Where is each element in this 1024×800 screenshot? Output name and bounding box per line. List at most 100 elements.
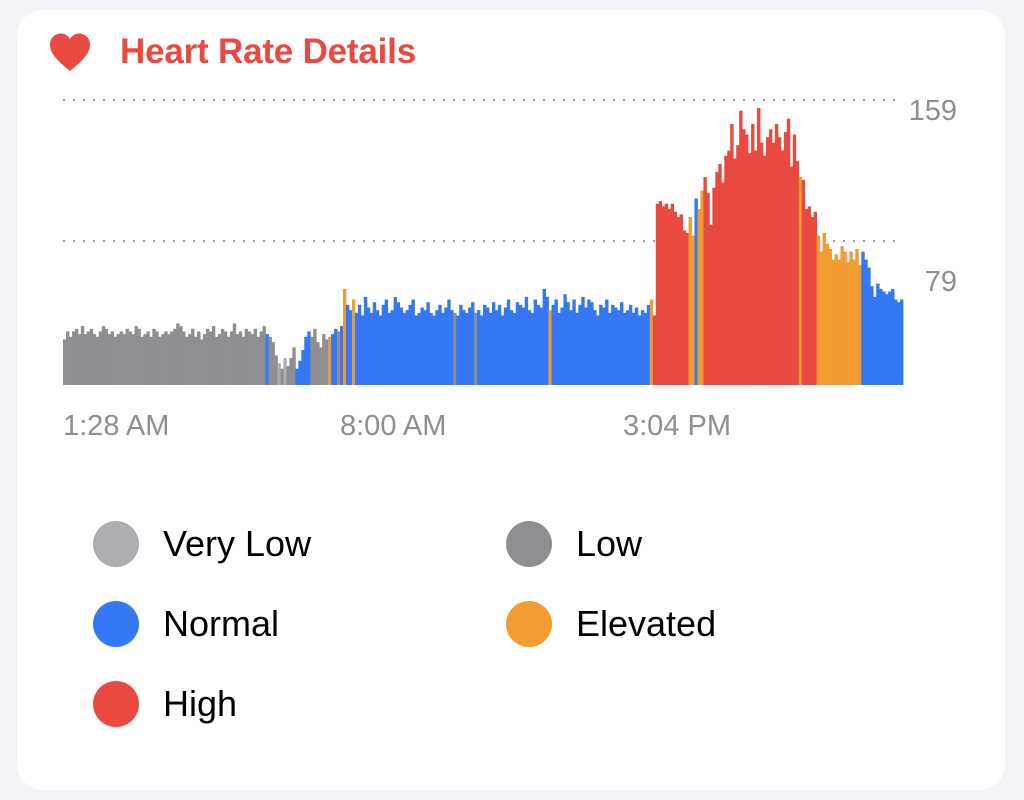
heart-rate-bar [703, 177, 707, 385]
heart-rate-bar [521, 307, 526, 385]
heart-rate-bar [563, 294, 567, 385]
heart-rate-bar [92, 334, 97, 385]
heart-rate-bar [474, 312, 478, 385]
heart-rate-bar [590, 302, 594, 385]
heart-rate-bar [402, 312, 406, 385]
heart-rate-bar [369, 312, 374, 385]
heart-rate-bar [441, 312, 445, 385]
heart-rate-bar [620, 302, 624, 385]
heart-rate-bar [751, 123, 755, 385]
heart-rate-bar [646, 304, 651, 385]
heart-rate-bar [560, 307, 564, 385]
heart-rate-bar [384, 299, 389, 385]
heart-rate-bar [366, 307, 371, 385]
heart-rate-bar [247, 331, 252, 385]
heart-rate-bar [447, 299, 451, 385]
heart-rate-card [17, 10, 1005, 790]
heart-rate-bar [539, 307, 543, 385]
heart-rate-bar [885, 294, 889, 385]
heart-rate-bar [289, 358, 293, 385]
heart-rate-bar [265, 334, 269, 385]
heart-rate-bar [596, 315, 600, 385]
heart-rate-bar [250, 334, 255, 385]
heart-rate-bar [325, 339, 329, 385]
heart-rate-bar [634, 307, 639, 385]
legend-label: Low [576, 523, 643, 564]
heart-rate-bar [217, 334, 222, 385]
x-tick-label: 3:04 PM [623, 410, 731, 442]
heart-rate-bar [822, 233, 826, 385]
heart-rate-bar [444, 307, 448, 385]
heart-rate-bar [760, 142, 764, 385]
legend-label: High [163, 683, 238, 724]
heart-rate-bar [170, 331, 174, 385]
heart-rate-bar [545, 296, 549, 385]
y-axis-labels: 159 79 [909, 95, 957, 298]
heart-rate-bar [459, 304, 463, 385]
legend-item-high: High [93, 680, 237, 728]
heart-rate-bar [846, 262, 850, 385]
heart-rate-bar [584, 307, 588, 385]
heart-rate-bar [816, 235, 820, 385]
heart-rate-bar [223, 331, 228, 385]
heart-rate-bar [268, 336, 272, 385]
heart-rate-bar [813, 211, 818, 385]
legend-swatch [506, 521, 552, 567]
heart-rate-bar [891, 288, 895, 385]
heart-rate-bar [685, 233, 689, 385]
heart-rate-bar [518, 304, 523, 385]
heart-rate-bar [71, 331, 76, 385]
heart-rate-bar [465, 312, 469, 385]
heart-rate-bar [214, 336, 219, 385]
legend: Very Low Low Normal Elevated High [93, 520, 813, 740]
heart-rate-bar [581, 296, 585, 385]
heart-rate-bar [65, 331, 70, 385]
heart-rate-bar [849, 251, 853, 385]
heart-rate-bar [712, 187, 716, 385]
heart-rate-bar [74, 328, 79, 385]
heart-rate-bar [211, 326, 216, 385]
heart-rate-bar [763, 155, 767, 385]
heart-rate-bar [655, 203, 660, 385]
heart-rate-bar [882, 291, 886, 385]
heart-rate-bar [220, 328, 225, 385]
heart-rate-bar [348, 310, 353, 385]
heart-rate-bar [301, 350, 305, 385]
heart-rate-bar [429, 312, 433, 385]
heart-rate-bar [98, 331, 103, 385]
heart-rate-bar [456, 315, 460, 385]
heart-rate-bar [188, 334, 192, 385]
heart-rate-bar [497, 304, 502, 385]
heart-rate-bar [194, 336, 198, 385]
heart-rate-bar [724, 155, 728, 385]
heart-rate-bar [503, 307, 508, 385]
heart-rate-bar [295, 368, 299, 385]
heart-rate-bar [631, 312, 636, 385]
heart-rate-bar [110, 331, 115, 385]
heart-rate-bar [900, 299, 904, 385]
heart-rate-bar [765, 137, 770, 385]
heart-rate-bar [530, 312, 535, 385]
heart-rate-bar [176, 323, 180, 385]
heart-rate-bar [840, 246, 844, 385]
heart-rate-bar [113, 336, 118, 385]
heart-rate-bar [789, 166, 794, 385]
heart-rate-bar [205, 328, 210, 385]
heart-rate-bar [670, 203, 675, 385]
heart-rate-bar [512, 312, 517, 385]
heart-rate-bar [483, 304, 487, 385]
heart-rate-bar [280, 368, 284, 385]
heart-rate-bar [357, 304, 362, 385]
heart-rate-bar [691, 235, 695, 385]
heart-rate-bar [477, 310, 481, 385]
heart-rate-bar [313, 328, 317, 385]
heart-rate-bar [363, 296, 368, 385]
heart-rate-bar [119, 331, 123, 385]
heart-rate-bar [274, 355, 278, 385]
heart-rate-bar [101, 326, 106, 385]
heart-rate-bar [876, 283, 880, 385]
heart-rate-bar [786, 118, 791, 386]
heart-icon [50, 33, 90, 71]
heart-rate-bar [754, 150, 758, 385]
heart-rate-bar [819, 251, 823, 385]
